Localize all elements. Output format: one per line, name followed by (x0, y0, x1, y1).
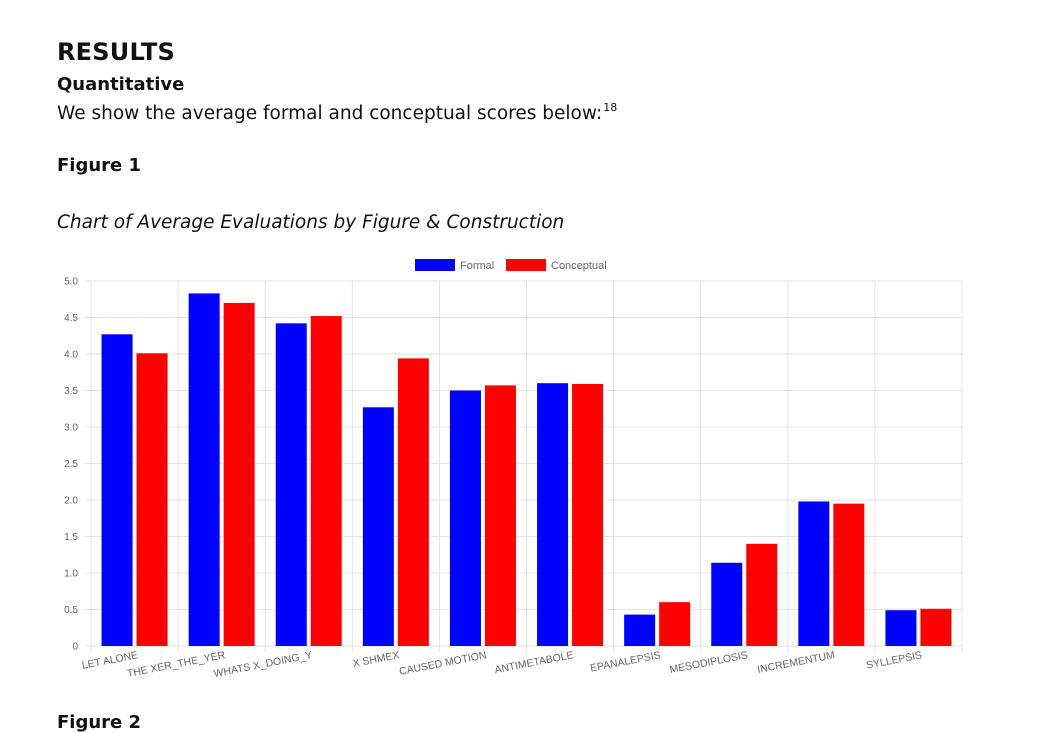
bar-formal (537, 383, 569, 646)
next-figure-label: Figure 2 (57, 712, 142, 733)
y-tick-label: 5.0 (64, 277, 78, 288)
legend-label-conceptual: Conceptual (551, 260, 607, 272)
y-tick-label: 2.0 (64, 496, 78, 507)
bar-formal (449, 390, 481, 646)
body-paragraph: We show the average formal and conceptua… (57, 101, 617, 124)
figure-title: Chart of Average Evaluations by Figure &… (57, 212, 565, 233)
bar-conceptual (223, 302, 255, 646)
bar-formal (798, 501, 830, 646)
y-tick-label: 2.5 (64, 459, 78, 470)
y-tick-label: 0.5 (64, 605, 78, 616)
x-tick-label: EPANALEPSIS (589, 649, 662, 674)
x-tick-label: SYLLEPSIS (865, 649, 923, 672)
x-tick-label: INCREMENTUM (756, 649, 836, 676)
figure-label: Figure 1 (57, 155, 142, 176)
bar-conceptual (920, 608, 952, 646)
y-tick-label: 4.5 (64, 313, 78, 324)
x-tick-label: WHATS X_DOING_Y (213, 649, 314, 680)
bar-conceptual (572, 383, 604, 646)
x-tick-label: MESODIPLOSIS (669, 649, 749, 676)
legend-swatch-conceptual (506, 259, 546, 271)
bar-formal (362, 407, 394, 646)
bar-formal (711, 562, 743, 646)
bar-formal (101, 334, 133, 646)
bar-conceptual (746, 543, 778, 646)
y-tick-label: 0 (72, 642, 78, 653)
y-tick-label: 3.5 (64, 386, 78, 397)
bar-conceptual (659, 602, 691, 646)
y-tick-label: 3.0 (64, 423, 78, 434)
x-tick-label: CAUSED MOTION (398, 649, 487, 678)
x-tick-label: ANTIMETABOLE (493, 649, 574, 676)
y-tick-label: 1.0 (64, 569, 78, 580)
bar-formal (275, 323, 307, 646)
bar-conceptual (136, 353, 168, 646)
x-tick-label: X SHMEX (352, 649, 401, 670)
legend-label-formal: Formal (460, 260, 494, 272)
y-tick-label: 1.5 (64, 532, 78, 543)
y-tick-label: 4.0 (64, 350, 78, 361)
bar-formal (885, 610, 917, 646)
bar-conceptual (484, 385, 516, 646)
bar-conceptual (397, 358, 429, 646)
legend-swatch-formal (415, 259, 455, 271)
bar-formal (188, 293, 220, 646)
bar-conceptual (310, 316, 342, 646)
x-tick-label: THE XER_THE_YER (126, 649, 227, 680)
section-heading: RESULTS (57, 38, 176, 66)
paragraph-text: We show the average formal and conceptua… (57, 103, 603, 124)
footnote-ref[interactable]: 18 (603, 101, 618, 114)
bar-formal (624, 614, 656, 646)
subsection-heading: Quantitative (57, 74, 185, 95)
bar-conceptual (833, 503, 865, 646)
